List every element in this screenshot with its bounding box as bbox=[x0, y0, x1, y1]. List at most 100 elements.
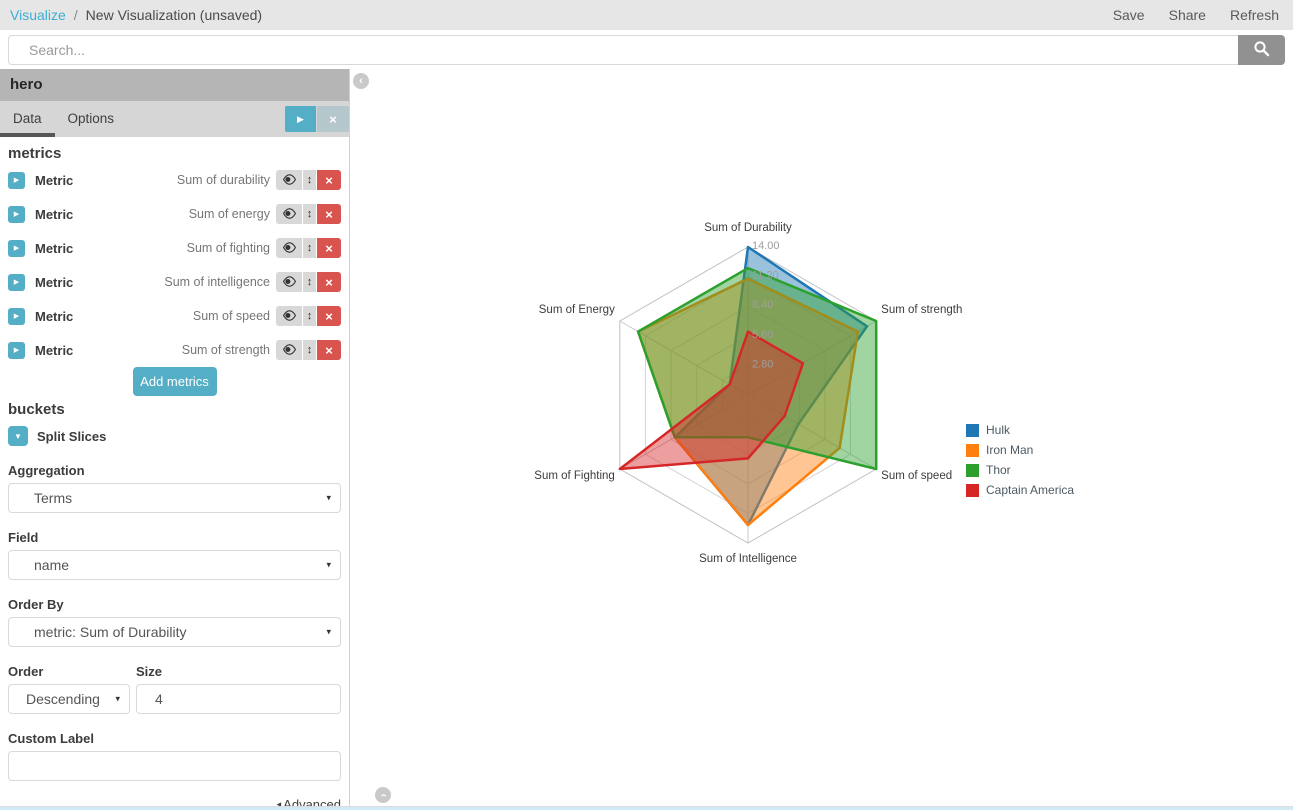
legend-swatch bbox=[966, 463, 979, 477]
top-navbar: Visualize / New Visualization (unsaved) … bbox=[0, 0, 1293, 30]
sidebar-tab-actions: ▶ × bbox=[285, 106, 349, 132]
eye-icon bbox=[282, 241, 297, 256]
order-select-value: Descending bbox=[26, 691, 100, 707]
legend-item-captain-america[interactable]: Captain America bbox=[966, 480, 1074, 500]
index-pattern-title: hero bbox=[0, 69, 349, 101]
custom-label-input[interactable] bbox=[8, 751, 341, 781]
metric-remove-button[interactable]: × bbox=[317, 306, 341, 326]
arrows-vertical-icon: ↕ bbox=[306, 242, 313, 254]
metric-expand-button[interactable]: ▶ bbox=[8, 171, 25, 189]
radar-axis-line bbox=[619, 320, 749, 396]
bottom-timebar-edge bbox=[0, 806, 1293, 810]
close-icon: × bbox=[325, 172, 333, 188]
metric-reorder-button[interactable]: ↕ bbox=[303, 306, 316, 326]
metric-expand-button[interactable]: ▶ bbox=[8, 205, 25, 223]
legend-label: Captain America bbox=[986, 483, 1075, 497]
search-input[interactable] bbox=[8, 35, 1238, 65]
split-slices-collapse-button[interactable]: ▼ bbox=[8, 426, 28, 446]
custom-label-label: Custom Label bbox=[8, 731, 94, 746]
radar-axis-label: Sum of Intelligence bbox=[699, 553, 797, 565]
metric-expand-button[interactable]: ▶ bbox=[8, 239, 25, 257]
topbar-action-save[interactable]: Save bbox=[1112, 7, 1145, 23]
close-icon: × bbox=[325, 308, 333, 324]
metric-remove-button[interactable]: × bbox=[317, 238, 341, 258]
size-input[interactable] bbox=[136, 684, 341, 714]
order-by-select[interactable]: metric: Sum of Durability ▾ bbox=[8, 617, 341, 647]
chart-legend: Hulk Iron Man Thor Captain America bbox=[966, 420, 1074, 500]
metric-value: Sum of fighting bbox=[186, 241, 270, 255]
metric-remove-button[interactable]: × bbox=[317, 204, 341, 224]
vis-editor-sidebar: hero Data Options ▶ × metrics ▶ Metric Sum… bbox=[0, 69, 349, 810]
close-icon: × bbox=[329, 111, 337, 127]
legend-item-iron-man[interactable]: Iron Man bbox=[966, 440, 1074, 460]
legend-swatch bbox=[966, 443, 979, 457]
metric-label: Metric bbox=[35, 172, 74, 188]
radar-axis-label: Sum of Fighting bbox=[534, 470, 615, 482]
metric-visibility-toggle[interactable] bbox=[276, 272, 302, 292]
metric-value: Sum of intelligence bbox=[164, 275, 270, 289]
triangle-right-icon: ▶ bbox=[13, 279, 20, 286]
metric-reorder-button[interactable]: ↕ bbox=[303, 170, 316, 190]
metric-visibility-toggle[interactable] bbox=[276, 306, 302, 326]
metric-reorder-button[interactable]: ↕ bbox=[303, 204, 316, 224]
discard-changes-button[interactable]: × bbox=[317, 106, 349, 132]
split-slices-row: ▼ Split Slices bbox=[8, 426, 341, 446]
metric-label: Metric bbox=[35, 308, 74, 324]
metric-remove-button[interactable]: × bbox=[317, 170, 341, 190]
metric-visibility-toggle[interactable] bbox=[276, 238, 302, 258]
close-icon: × bbox=[325, 240, 333, 256]
topbar-action-refresh[interactable]: Refresh bbox=[1229, 7, 1279, 23]
search-bar bbox=[0, 30, 1293, 69]
eye-icon bbox=[282, 343, 297, 358]
search-button[interactable] bbox=[1238, 35, 1285, 65]
metric-actions: ↕ × bbox=[276, 306, 341, 326]
select-caret-icon: ▾ bbox=[326, 559, 331, 570]
apply-changes-button[interactable]: ▶ bbox=[285, 106, 316, 132]
triangle-left-icon: ◂ bbox=[276, 799, 282, 809]
metrics-list: ▶ Metric Sum of durability ↕ × ▶ Metric Sum of … bbox=[8, 168, 341, 362]
field-select[interactable]: name ▾ bbox=[8, 550, 341, 580]
collapse-sidebar-button[interactable]: ‹ bbox=[353, 73, 369, 89]
triangle-right-icon: ▶ bbox=[13, 347, 20, 354]
legend-item-hulk[interactable]: Hulk bbox=[966, 420, 1074, 440]
metric-actions: ↕ × bbox=[276, 204, 341, 224]
topbar-actions: Save Share Refresh bbox=[1113, 7, 1279, 23]
arrows-vertical-icon: ↕ bbox=[306, 174, 313, 186]
metric-reorder-button[interactable]: ↕ bbox=[303, 340, 316, 360]
tab-options[interactable]: Options bbox=[67, 111, 115, 126]
eye-icon bbox=[282, 309, 297, 324]
radar-axis-label: Sum of strength bbox=[881, 304, 962, 316]
close-icon: × bbox=[325, 342, 333, 358]
metric-remove-button[interactable]: × bbox=[317, 340, 341, 360]
metrics-section-header: metrics bbox=[8, 145, 62, 162]
metric-value: Sum of energy bbox=[188, 207, 270, 221]
metric-remove-button[interactable]: × bbox=[317, 272, 341, 292]
metric-reorder-button[interactable]: ↕ bbox=[303, 238, 316, 258]
metric-row: ▶ Metric Sum of energy ↕ × bbox=[8, 202, 341, 226]
radar-series-thor bbox=[636, 266, 878, 471]
metric-row: ▶ Metric Sum of intelligence ↕ × bbox=[8, 270, 341, 294]
metric-visibility-toggle[interactable] bbox=[276, 170, 302, 190]
legend-item-thor[interactable]: Thor bbox=[966, 460, 1074, 480]
metric-visibility-toggle[interactable] bbox=[276, 204, 302, 224]
add-metrics-button[interactable]: Add metrics bbox=[132, 367, 217, 396]
metric-expand-button[interactable]: ▶ bbox=[8, 307, 25, 325]
metric-value: Sum of strength bbox=[181, 343, 270, 357]
metric-reorder-button[interactable]: ↕ bbox=[303, 272, 316, 292]
collapse-bottombar-button[interactable]: ‹ bbox=[375, 787, 391, 803]
chevron-down-icon: ▼ bbox=[14, 431, 22, 441]
topbar-action-share[interactable]: Share bbox=[1168, 7, 1206, 23]
aggregation-select[interactable]: Terms ▾ bbox=[8, 483, 341, 513]
split-slices-label: Split Slices bbox=[37, 428, 107, 444]
metric-expand-button[interactable]: ▶ bbox=[8, 341, 25, 359]
metric-visibility-toggle[interactable] bbox=[276, 340, 302, 360]
breadcrumb-visualize-link[interactable]: Visualize bbox=[10, 7, 66, 23]
metric-row: ▶ Metric Sum of durability ↕ × bbox=[8, 168, 341, 192]
play-icon: ▶ bbox=[297, 113, 304, 124]
triangle-right-icon: ▶ bbox=[13, 211, 20, 218]
aggregation-select-value: Terms bbox=[34, 490, 73, 506]
metric-expand-button[interactable]: ▶ bbox=[8, 273, 25, 291]
tab-data[interactable]: Data bbox=[0, 101, 55, 137]
order-select[interactable]: Descending ▾ bbox=[8, 684, 130, 714]
